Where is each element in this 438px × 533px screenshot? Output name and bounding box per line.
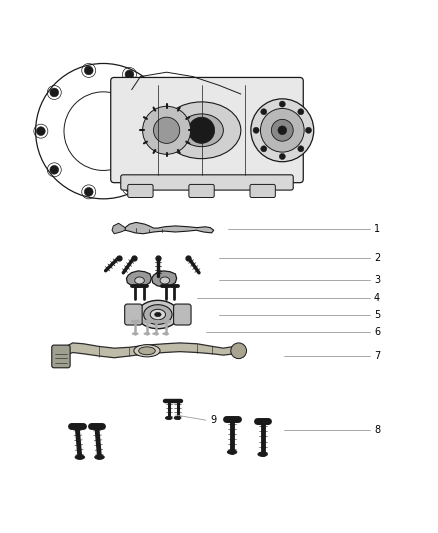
FancyBboxPatch shape: [125, 304, 142, 325]
Text: 3: 3: [374, 276, 380, 286]
Ellipse shape: [155, 312, 161, 317]
FancyBboxPatch shape: [111, 77, 303, 183]
Polygon shape: [127, 271, 151, 287]
Ellipse shape: [162, 102, 241, 159]
Text: 1: 1: [374, 224, 380, 235]
Ellipse shape: [165, 416, 172, 419]
Circle shape: [278, 126, 287, 135]
Ellipse shape: [134, 345, 160, 357]
FancyBboxPatch shape: [250, 184, 276, 198]
Circle shape: [231, 343, 247, 359]
Text: 5: 5: [374, 310, 380, 319]
Circle shape: [50, 165, 59, 174]
Text: 8: 8: [374, 425, 380, 435]
Ellipse shape: [95, 455, 104, 459]
Circle shape: [261, 108, 304, 152]
Ellipse shape: [160, 277, 170, 284]
Circle shape: [261, 146, 267, 152]
Polygon shape: [152, 271, 177, 287]
Circle shape: [272, 119, 293, 141]
FancyBboxPatch shape: [52, 345, 70, 368]
Circle shape: [125, 183, 134, 192]
Polygon shape: [125, 222, 214, 234]
Text: 7: 7: [374, 351, 380, 361]
Circle shape: [305, 127, 311, 133]
Text: 9: 9: [210, 415, 216, 425]
Polygon shape: [60, 343, 245, 358]
Circle shape: [298, 109, 304, 115]
Circle shape: [155, 99, 163, 107]
Ellipse shape: [132, 333, 138, 335]
Circle shape: [188, 117, 215, 143]
FancyBboxPatch shape: [128, 184, 153, 198]
Circle shape: [36, 127, 45, 135]
Circle shape: [50, 88, 59, 97]
Circle shape: [143, 106, 191, 154]
Circle shape: [155, 155, 163, 164]
Circle shape: [153, 117, 180, 143]
Ellipse shape: [180, 114, 223, 147]
FancyBboxPatch shape: [189, 184, 214, 198]
Text: 2: 2: [374, 253, 380, 263]
Circle shape: [251, 99, 314, 161]
Circle shape: [253, 127, 259, 133]
Circle shape: [85, 66, 93, 75]
Ellipse shape: [174, 416, 181, 419]
Circle shape: [298, 146, 304, 152]
Text: 6: 6: [374, 327, 380, 337]
Ellipse shape: [162, 333, 169, 335]
FancyBboxPatch shape: [173, 304, 191, 325]
Circle shape: [85, 188, 93, 196]
Ellipse shape: [137, 300, 179, 329]
Ellipse shape: [135, 277, 145, 284]
Polygon shape: [112, 223, 125, 234]
Ellipse shape: [144, 305, 172, 325]
Ellipse shape: [150, 309, 166, 320]
Ellipse shape: [75, 455, 85, 459]
Circle shape: [279, 154, 286, 159]
Ellipse shape: [258, 452, 268, 456]
Ellipse shape: [227, 450, 237, 454]
Circle shape: [279, 101, 286, 107]
Circle shape: [125, 70, 134, 79]
Ellipse shape: [144, 333, 150, 335]
Text: 4: 4: [374, 293, 380, 303]
FancyBboxPatch shape: [121, 175, 293, 190]
Ellipse shape: [139, 347, 155, 354]
Circle shape: [261, 109, 267, 115]
Ellipse shape: [152, 333, 159, 335]
